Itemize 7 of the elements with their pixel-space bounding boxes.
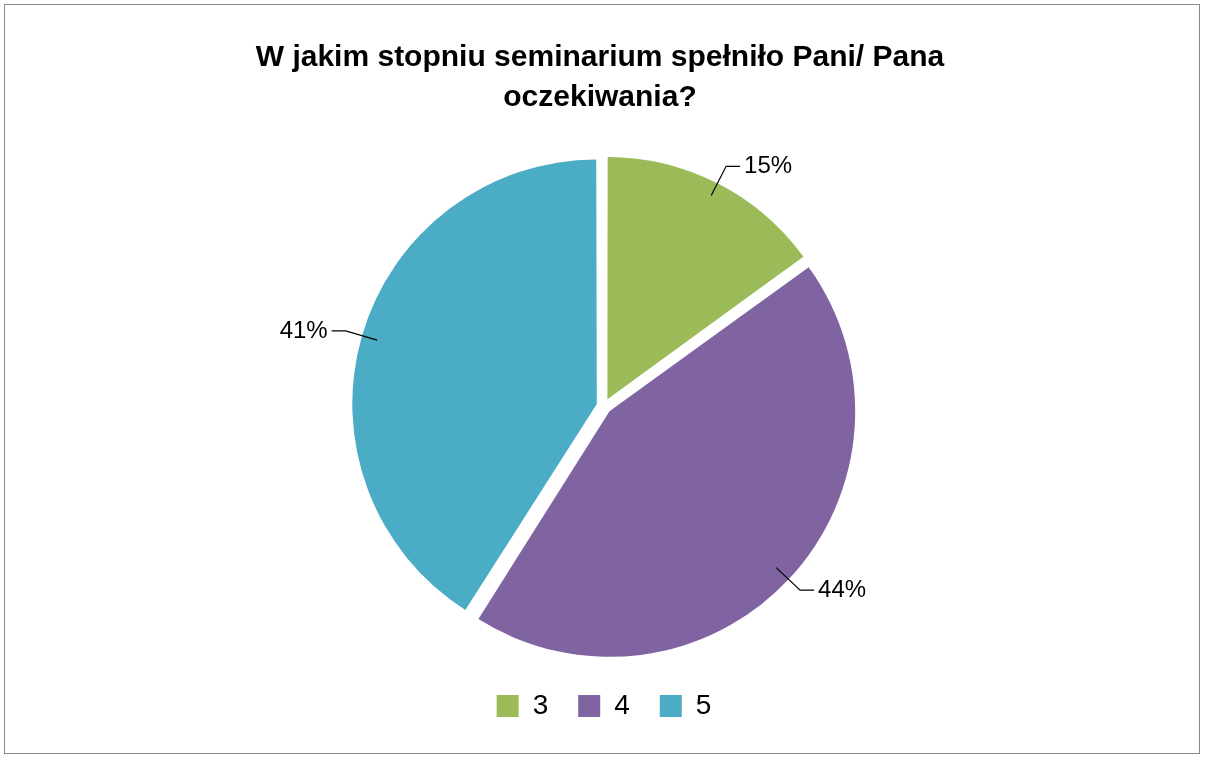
data-label: 15% <box>744 150 793 178</box>
data-label: 41% <box>279 315 328 343</box>
chart-title: W jakim stopniu seminarium spełniło Pani/ Pana oczekiwania? <box>254 38 946 114</box>
legend-label: 5 <box>695 688 712 720</box>
data-label: 44% <box>818 574 867 602</box>
legend-label: 4 <box>614 688 630 720</box>
legend-label: 3 <box>532 688 549 720</box>
